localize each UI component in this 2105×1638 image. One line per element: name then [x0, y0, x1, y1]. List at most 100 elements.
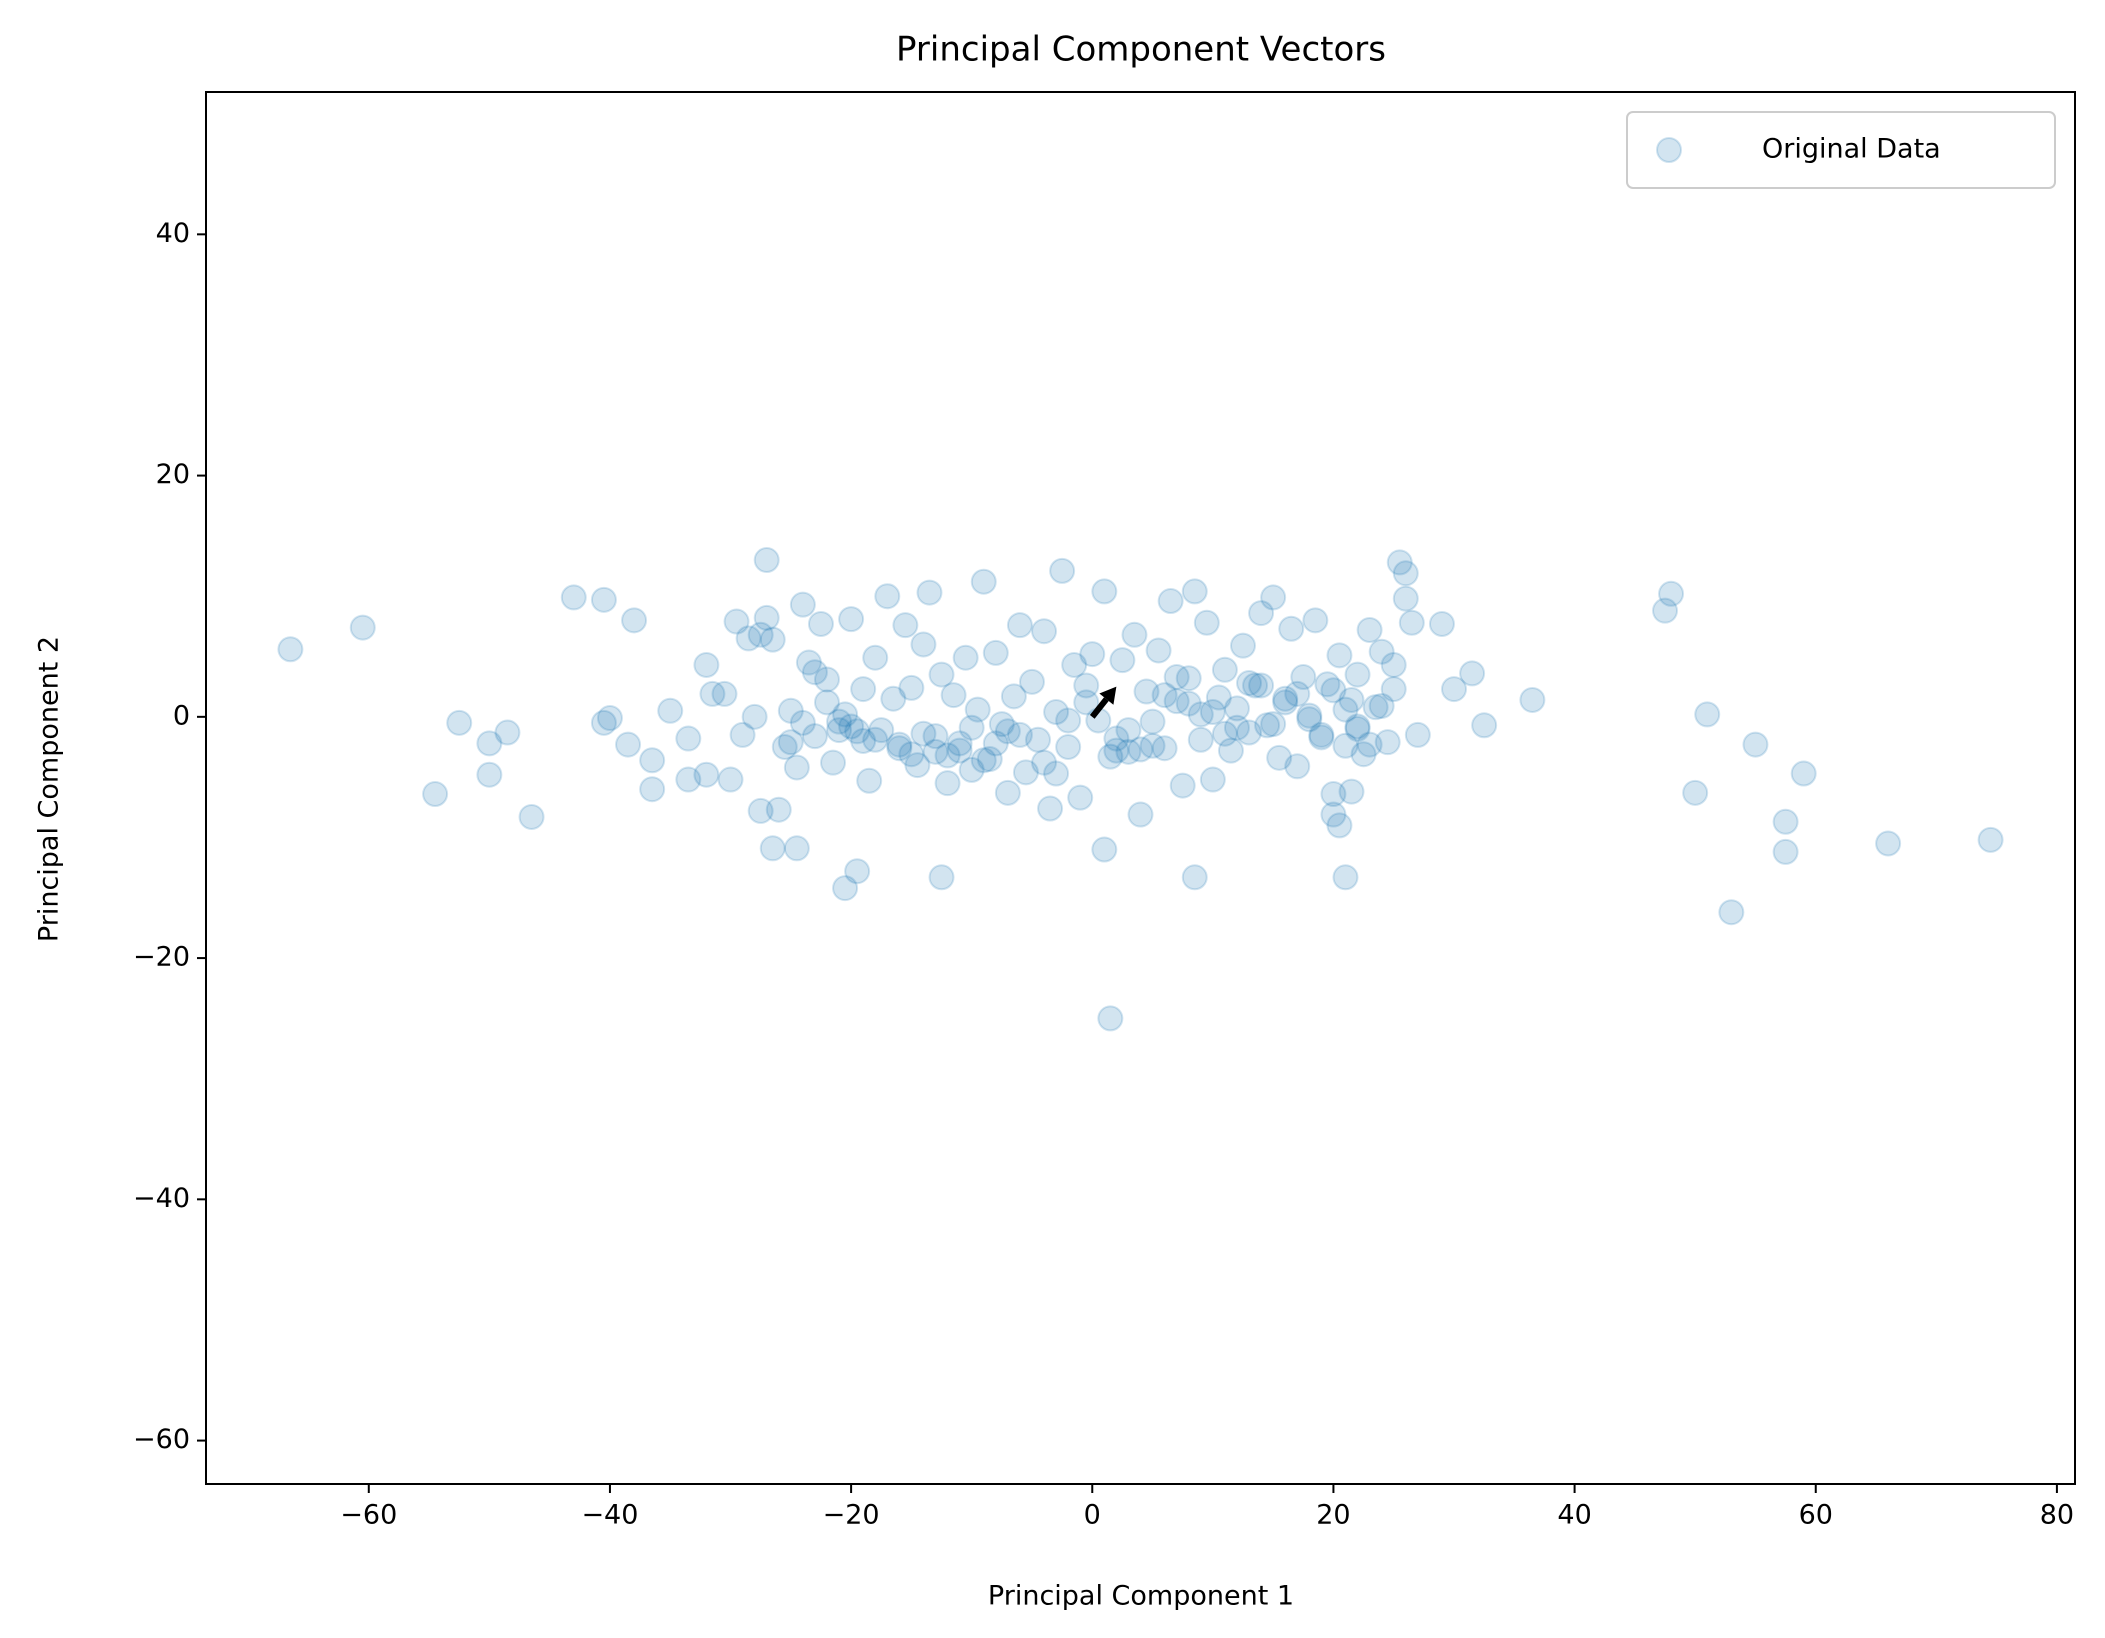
data-point [1248, 600, 1275, 627]
data-point [1694, 701, 1721, 728]
data-point [494, 719, 521, 746]
legend-box [1626, 111, 2056, 189]
data-point [928, 661, 955, 688]
data-point [1018, 668, 1045, 695]
data-point [1236, 719, 1263, 746]
data-point [886, 731, 913, 758]
data-point [1284, 680, 1311, 707]
data-point [1043, 699, 1070, 726]
data-point [1344, 715, 1371, 742]
data-point [844, 718, 871, 745]
data-point [1344, 713, 1371, 740]
data-point [832, 701, 859, 728]
data-point [1332, 864, 1359, 891]
data-point [1308, 724, 1335, 751]
data-point [1073, 689, 1100, 716]
data-point [1217, 737, 1244, 764]
data-point [675, 725, 702, 752]
data-point [1332, 732, 1359, 759]
data-point [904, 752, 931, 779]
data-point [1368, 638, 1395, 665]
data-point [1302, 607, 1329, 634]
data-point [1682, 779, 1709, 806]
data-point [1031, 618, 1058, 645]
data-point [747, 797, 774, 824]
data-point [1139, 732, 1166, 759]
legend-marker [1656, 137, 1682, 163]
data-point [1031, 749, 1058, 776]
data-point [1652, 597, 1679, 624]
data-point [1193, 609, 1220, 636]
data-point [1097, 1005, 1124, 1032]
data-point [349, 614, 376, 641]
data-point [1043, 760, 1070, 787]
data-point [1772, 808, 1799, 835]
data-point [1266, 744, 1293, 771]
data-point [807, 610, 834, 637]
data-point [838, 713, 865, 740]
data-point [958, 714, 985, 741]
data-point [862, 644, 889, 671]
data-point [1006, 612, 1033, 639]
data-point [1380, 676, 1407, 703]
data-point [789, 709, 816, 736]
data-point [1115, 717, 1142, 744]
data-point [1977, 826, 2004, 853]
data-point [1790, 760, 1817, 787]
data-point [1772, 838, 1799, 865]
data-point [1441, 676, 1468, 703]
data-point [832, 875, 859, 902]
data-point [590, 586, 617, 613]
data-point [1338, 686, 1365, 713]
data-point [1079, 641, 1106, 668]
data-point [1151, 735, 1178, 762]
data-point [1163, 688, 1190, 715]
data-point [813, 689, 840, 716]
data-point [735, 625, 762, 652]
data-point [922, 723, 949, 750]
data-point [1211, 720, 1238, 747]
data-point [1296, 706, 1323, 733]
data-point [826, 708, 853, 735]
x-tick-label: −20 [823, 1500, 880, 1531]
data-point [1362, 694, 1389, 721]
data-point [1519, 686, 1546, 713]
data-point [1049, 557, 1076, 584]
data-point [771, 733, 798, 760]
data-point [1181, 578, 1208, 605]
data-point [1242, 672, 1269, 699]
data-point [1392, 585, 1419, 612]
data-point [476, 730, 503, 757]
data-point [862, 726, 889, 753]
data-point [934, 770, 961, 797]
data-point [1127, 801, 1154, 828]
data-point [741, 703, 768, 730]
data-point [850, 676, 877, 703]
data-point [621, 607, 648, 634]
data-point [1055, 707, 1082, 734]
data-point [844, 858, 871, 885]
y-axis-label: Principal Component 2 [34, 636, 65, 942]
data-point [1115, 738, 1142, 765]
data-point [946, 737, 973, 764]
data-point [1061, 651, 1088, 678]
data-point [850, 727, 877, 754]
data-point [783, 835, 810, 862]
data-point [1199, 699, 1226, 726]
data-point [1374, 729, 1401, 756]
data-point [1199, 766, 1226, 793]
x-tick-label: 80 [2040, 1500, 2074, 1531]
x-tick-label: −40 [581, 1500, 638, 1531]
data-point [1223, 714, 1250, 741]
data-point [1248, 672, 1275, 699]
data-point [1073, 672, 1100, 699]
data-point [1332, 696, 1359, 723]
data-point [910, 720, 937, 747]
data-point [964, 696, 991, 723]
data-point [1658, 580, 1685, 607]
data-point [1025, 726, 1052, 753]
data-point [1175, 665, 1202, 692]
x-tick-label: −60 [340, 1500, 397, 1531]
data-point [560, 584, 587, 611]
data-point [693, 761, 720, 788]
